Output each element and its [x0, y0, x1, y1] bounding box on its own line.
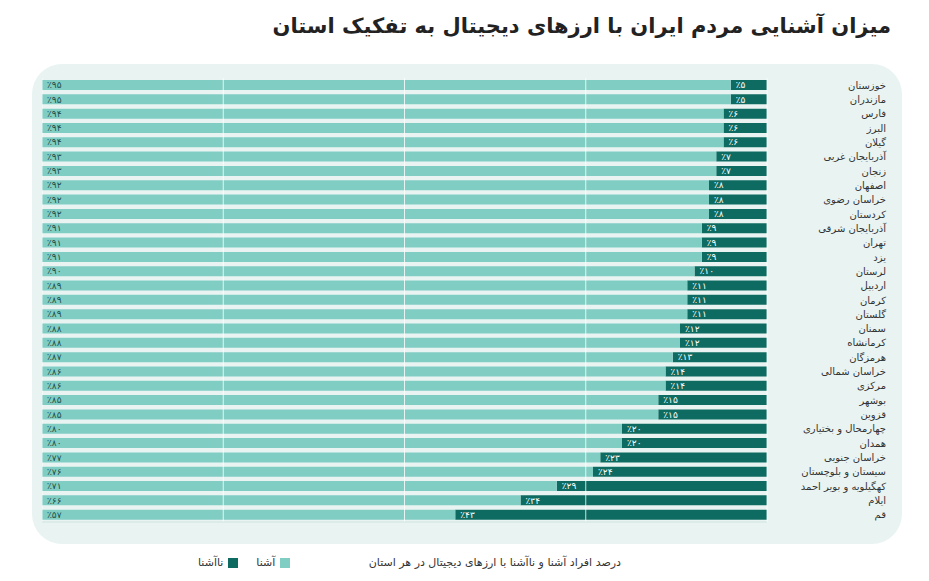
- svg-text:٪۹۱: ٪۹۱: [47, 238, 62, 248]
- svg-text:البرز: البرز: [866, 123, 886, 134]
- svg-text:٪۹: ٪۹: [707, 238, 717, 248]
- svg-text:سمنان: سمنان: [858, 323, 886, 334]
- svg-text:٪۸۹: ٪۸۹: [47, 309, 62, 319]
- svg-text:٪۸۶: ٪۸۶: [47, 381, 62, 391]
- svg-text:٪۱۱: ٪۱۱: [692, 281, 707, 291]
- svg-text:مازندران: مازندران: [850, 94, 886, 105]
- svg-text:٪۱۴: ٪۱۴: [671, 381, 686, 391]
- svg-text:کرمان: کرمان: [860, 295, 886, 306]
- svg-text:٪۱۰: ٪۱۰: [700, 266, 715, 276]
- html-text:آشنا: آشنا: [256, 556, 276, 569]
- svg-text:٪۹۵: ٪۹۵: [47, 95, 62, 105]
- svg-text:خراسان شمالی: خراسان شمالی: [821, 366, 886, 377]
- svg-text:تهران: تهران: [863, 237, 886, 249]
- svg-text:٪۶۶: ٪۶۶: [47, 496, 62, 506]
- svg-text:خوزستان: خوزستان: [848, 80, 886, 91]
- svg-text:٪۸۸: ٪۸۸: [47, 338, 62, 348]
- svg-text:٪۵: ٪۵: [736, 95, 746, 105]
- svg-text:٪۶: ٪۶: [729, 137, 739, 147]
- svg-text:٪۸۰: ٪۸۰: [47, 438, 62, 448]
- svg-text:٪۹۵: ٪۹۵: [47, 80, 62, 90]
- svg-text:٪۹: ٪۹: [707, 252, 717, 262]
- svg-text:٪۹۱: ٪۹۱: [47, 252, 62, 262]
- svg-text:٪۸۷: ٪۸۷: [47, 352, 62, 362]
- svg-text:بوشهر: بوشهر: [859, 395, 886, 407]
- svg-text:آذربایجان شرقی: آذربایجان شرقی: [818, 222, 887, 234]
- svg-text:آذربایجان غربی: آذربایجان غربی: [823, 150, 887, 162]
- svg-text:٪۸۵: ٪۸۵: [47, 395, 62, 405]
- svg-text:چهارمحال و بختیاری: چهارمحال و بختیاری: [803, 423, 886, 435]
- svg-text:٪۵۷: ٪۵۷: [47, 510, 62, 520]
- svg-text:قزوین: قزوین: [860, 409, 886, 421]
- svg-text:یزد: یزد: [873, 252, 886, 263]
- svg-text:٪۹۳: ٪۹۳: [47, 166, 62, 176]
- svg-text:٪۸۵: ٪۸۵: [47, 410, 62, 420]
- svg-text:٪۹۲: ٪۹۲: [47, 195, 62, 205]
- svg-text:٪۸۰: ٪۸۰: [47, 424, 62, 434]
- svg-text:٪۷۶: ٪۷۶: [47, 467, 62, 477]
- svg-text:٪۶: ٪۶: [729, 109, 739, 119]
- svg-text:اردبیل: اردبیل: [861, 280, 886, 291]
- svg-text:گیلان: گیلان: [865, 137, 886, 148]
- html-text:درصد افراد آشنا و ناآشنا با ار: درصد افراد آشنا و ناآشنا با ارزهای دیجیت…: [368, 556, 621, 569]
- svg-text:خراسان رضوی: خراسان رضوی: [823, 194, 886, 205]
- svg-text:گلستان: گلستان: [856, 309, 887, 320]
- svg-text:٪۸۹: ٪۸۹: [47, 281, 62, 291]
- svg-text:٪۲۰: ٪۲۰: [627, 424, 642, 434]
- svg-text:٪۹۴: ٪۹۴: [47, 109, 62, 119]
- svg-text:٪۸۹: ٪۸۹: [47, 295, 62, 305]
- svg-text:٪۱۴: ٪۱۴: [671, 367, 686, 377]
- svg-text:٪۲۹: ٪۲۹: [562, 481, 577, 491]
- svg-text:کردستان: کردستان: [849, 209, 886, 220]
- svg-text:٪۷۷: ٪۷۷: [47, 453, 62, 463]
- svg-text:٪۵: ٪۵: [736, 80, 746, 90]
- svg-text:٪۷: ٪۷: [721, 152, 731, 162]
- html-text:ناآشنا: ناآشنا: [198, 556, 224, 569]
- svg-text:٪۱۵: ٪۱۵: [663, 395, 678, 405]
- svg-text:٪۹۴: ٪۹۴: [47, 137, 62, 147]
- svg-text:اصفهان: اصفهان: [855, 180, 886, 192]
- svg-text:خراسان جنوبی: خراسان جنوبی: [824, 452, 886, 463]
- svg-text:٪۱۲: ٪۱۲: [685, 338, 700, 348]
- svg-text:سیستان و بلوچستان: سیستان و بلوچستان: [801, 466, 886, 478]
- svg-text:همدان: همدان: [860, 438, 886, 449]
- svg-text:٪۲۰: ٪۲۰: [627, 438, 642, 448]
- svg-text:زنجان: زنجان: [862, 166, 887, 177]
- svg-text:٪۸: ٪۸: [714, 195, 724, 205]
- svg-text:٪۱۱: ٪۱۱: [692, 309, 707, 319]
- svg-text:٪۱۵: ٪۱۵: [663, 410, 678, 420]
- svg-text:٪۸۶: ٪۸۶: [47, 367, 62, 377]
- svg-text:٪۱۱: ٪۱۱: [692, 295, 707, 305]
- svg-text:٪۹۳: ٪۹۳: [47, 152, 62, 162]
- svg-text:مرکزی: مرکزی: [857, 380, 886, 391]
- svg-text:٪۸: ٪۸: [714, 180, 724, 190]
- svg-text:٪۷۱: ٪۷۱: [47, 481, 62, 491]
- svg-text:٪۸۸: ٪۸۸: [47, 324, 62, 334]
- svg-text:٪۷: ٪۷: [721, 166, 731, 176]
- svg-text:٪۹۲: ٪۹۲: [47, 209, 62, 219]
- svg-text:کرمانشاه: کرمانشاه: [847, 337, 886, 348]
- svg-text:ایلام: ایلام: [868, 495, 886, 506]
- svg-text:٪۹۰: ٪۹۰: [47, 266, 62, 276]
- svg-text:٪۲۳: ٪۲۳: [605, 453, 620, 463]
- svg-text:٪۸: ٪۸: [714, 209, 724, 219]
- svg-text:٪۱۳: ٪۱۳: [678, 352, 693, 362]
- svg-text:٪۹۱: ٪۹۱: [47, 223, 62, 233]
- svg-text:٪۹: ٪۹: [707, 223, 717, 233]
- svg-text:٪۲۴: ٪۲۴: [598, 467, 613, 477]
- svg-text:٪۹۲: ٪۹۲: [47, 180, 62, 190]
- svg-text:٪۴۳: ٪۴۳: [460, 510, 475, 520]
- svg-text:فارس: فارس: [861, 108, 886, 119]
- svg-text:هرمزگان: هرمزگان: [849, 352, 886, 363]
- svg-text:لرستان: لرستان: [856, 266, 886, 277]
- svg-text:٪۹۴: ٪۹۴: [47, 123, 62, 133]
- svg-text:قم: قم: [875, 509, 887, 521]
- html-text:میزان آشنایی مردم ایران با ارز: میزان آشنایی مردم ایران با ارزهای دیجیتا…: [272, 14, 891, 38]
- svg-text:کهگیلویه و بویر احمد: کهگیلویه و بویر احمد: [801, 481, 886, 493]
- svg-text:٪۱۲: ٪۱۲: [685, 324, 700, 334]
- svg-text:٪۶: ٪۶: [729, 123, 739, 133]
- svg-text:٪۳۴: ٪۳۴: [526, 496, 541, 506]
